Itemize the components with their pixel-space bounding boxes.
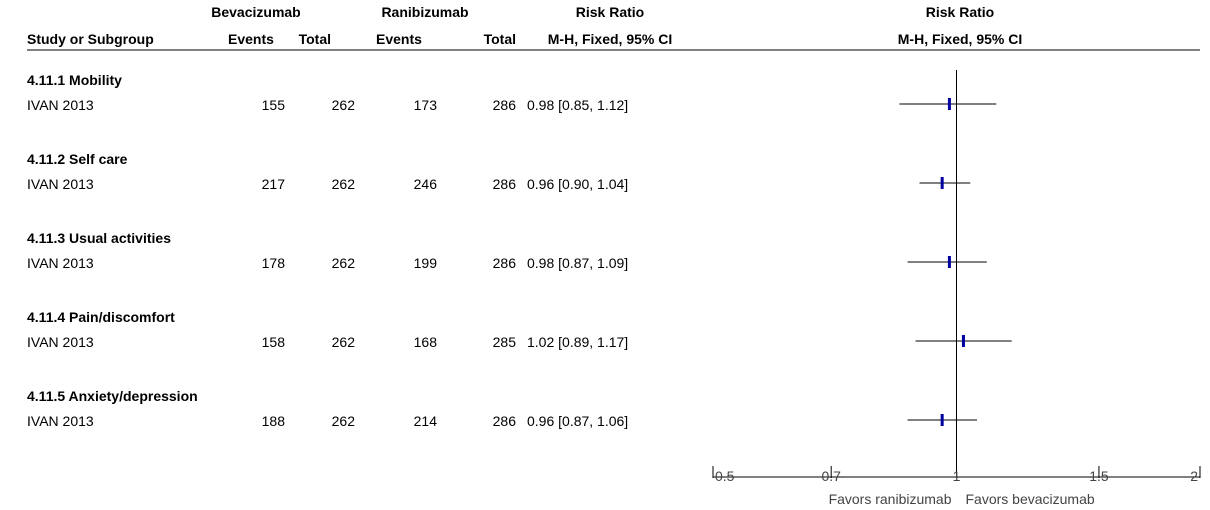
point-estimate-marker <box>961 335 965 347</box>
group1-header: Bevacizumab <box>211 4 300 20</box>
study-name: IVAN 2013 <box>27 334 94 350</box>
plot-header-method: M-H, Fixed, 95% CI <box>898 31 1022 47</box>
x-tick-label: 2 <box>1190 468 1198 484</box>
study-name: IVAN 2013 <box>27 255 94 271</box>
group2-total: 286 <box>493 413 517 429</box>
group1-events: 155 <box>262 97 286 113</box>
forest-graph: 0.5 0.7 1 1.5 2 Favors ranibizumab Favors beva… <box>712 70 1201 507</box>
rr-header-method: M-H, Fixed, 95% CI <box>548 31 672 47</box>
subgroup-title: 4.11.4 Pain/discomfort <box>27 309 175 325</box>
group2-events-header: Events <box>376 31 422 47</box>
risk-ratio-ci: 0.98 [0.85, 1.12] <box>527 97 628 113</box>
favors-left-label: Favors ranibizumab <box>829 491 952 507</box>
study-name: IVAN 2013 <box>27 413 94 429</box>
subgroup-title: 4.11.3 Usual activities <box>27 230 171 246</box>
rr-header-title: Risk Ratio <box>576 4 644 20</box>
risk-ratio-ci: 1.02 [0.89, 1.17] <box>527 334 628 350</box>
group1-events: 217 <box>262 176 286 192</box>
subgroup-title: 4.11.1 Mobility <box>27 72 122 88</box>
favors-right-label: Favors bevacizumab <box>966 491 1095 507</box>
group2-events: 214 <box>414 413 438 429</box>
point-estimate-marker <box>940 414 944 426</box>
group2-total: 286 <box>493 97 517 113</box>
study-rows: 4.11.1 Mobility IVAN 2013 155 262 173 286 0.98… <box>27 72 628 429</box>
group1-total: 262 <box>332 255 356 271</box>
group1-total: 262 <box>332 176 356 192</box>
group1-events: 178 <box>262 255 286 271</box>
study-name: IVAN 2013 <box>27 97 94 113</box>
point-estimate-marker <box>947 256 951 268</box>
group1-events: 188 <box>262 413 286 429</box>
group2-total-header: Total <box>484 31 516 47</box>
group1-total: 262 <box>332 334 356 350</box>
x-tick-label: 0.7 <box>821 468 841 484</box>
group1-total: 262 <box>332 97 356 113</box>
group1-total: 262 <box>332 413 356 429</box>
study-column-header: Study or Subgroup <box>27 31 154 47</box>
subgroup-title: 4.11.5 Anxiety/depression <box>27 388 198 404</box>
group2-events: 199 <box>414 255 438 271</box>
group2-events: 168 <box>414 334 438 350</box>
subgroup-title: 4.11.2 Self care <box>27 151 128 167</box>
risk-ratio-ci: 0.96 [0.87, 1.06] <box>527 413 628 429</box>
study-name: IVAN 2013 <box>27 176 94 192</box>
group2-total: 285 <box>493 334 517 350</box>
group2-total: 286 <box>493 255 517 271</box>
point-estimate-marker <box>940 177 944 189</box>
group1-total-header: Total <box>299 31 331 47</box>
point-estimate-marker <box>947 98 951 110</box>
plot-header-title: Risk Ratio <box>926 4 994 20</box>
group2-header: Ranibizumab <box>381 4 468 20</box>
group2-total: 286 <box>493 176 517 192</box>
x-tick-label: 1.5 <box>1089 468 1109 484</box>
group2-events: 173 <box>414 97 438 113</box>
risk-ratio-ci: 0.96 [0.90, 1.04] <box>527 176 628 192</box>
group1-events: 158 <box>262 334 286 350</box>
risk-ratio-ci: 0.98 [0.87, 1.09] <box>527 255 628 271</box>
x-tick-label: 0.5 <box>715 468 735 484</box>
group1-events-header: Events <box>228 31 274 47</box>
group2-events: 246 <box>414 176 438 192</box>
x-tick-label: 1 <box>953 468 961 484</box>
